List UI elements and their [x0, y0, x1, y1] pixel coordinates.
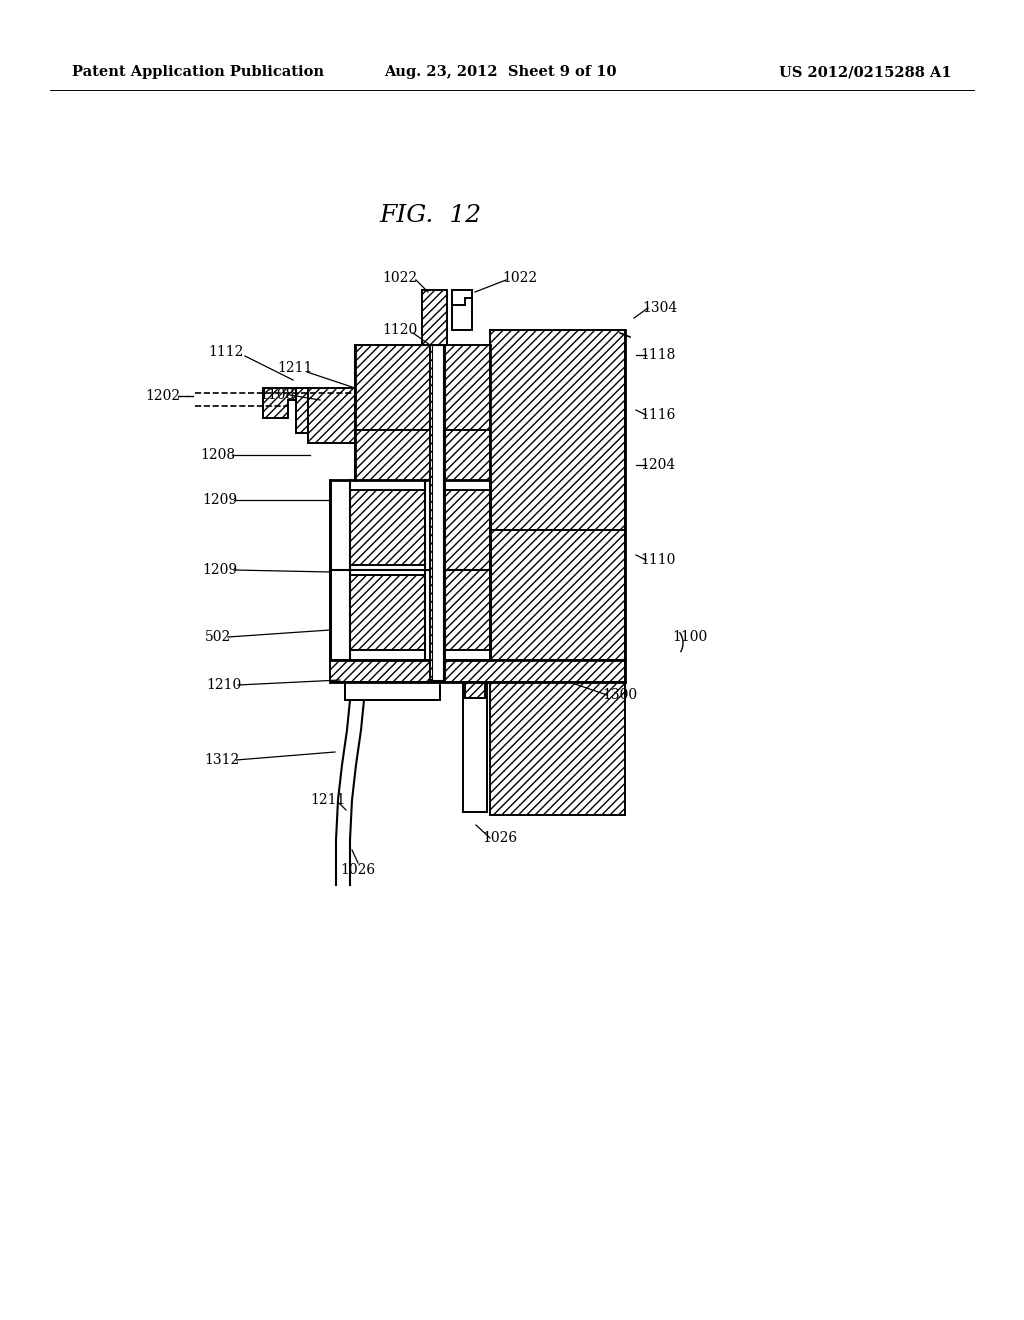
- Text: 1026: 1026: [482, 832, 517, 845]
- Text: 1208: 1208: [201, 447, 236, 462]
- Text: 1211: 1211: [310, 793, 346, 807]
- Text: 1022: 1022: [503, 271, 538, 285]
- Bar: [463, 682, 487, 812]
- Text: 1118: 1118: [640, 348, 676, 362]
- Text: 1304: 1304: [642, 301, 678, 315]
- Bar: [355, 345, 490, 430]
- Bar: [440, 490, 490, 649]
- Text: 1022: 1022: [382, 271, 418, 285]
- Text: 1100: 1100: [673, 630, 708, 644]
- Bar: [490, 531, 625, 814]
- Bar: [465, 682, 485, 698]
- Text: 1312: 1312: [205, 752, 240, 767]
- Polygon shape: [263, 388, 308, 418]
- Bar: [308, 388, 355, 444]
- Bar: [345, 682, 440, 700]
- Bar: [350, 576, 425, 649]
- Text: 1211: 1211: [278, 360, 312, 375]
- Text: 1108: 1108: [259, 388, 295, 403]
- Text: 1204: 1204: [640, 458, 676, 473]
- Text: 1209: 1209: [203, 564, 238, 577]
- Text: 1300: 1300: [602, 688, 638, 702]
- Text: 1120: 1120: [382, 323, 418, 337]
- Text: 1112: 1112: [208, 345, 244, 359]
- Text: FIG.  12: FIG. 12: [379, 203, 481, 227]
- Bar: [490, 330, 625, 531]
- Bar: [432, 345, 443, 680]
- Text: Patent Application Publication: Patent Application Publication: [72, 65, 324, 79]
- Bar: [296, 388, 310, 433]
- Bar: [422, 290, 447, 345]
- Bar: [330, 660, 625, 682]
- Text: 502: 502: [205, 630, 231, 644]
- Text: 1209: 1209: [203, 492, 238, 507]
- Polygon shape: [452, 290, 472, 305]
- Bar: [355, 430, 490, 520]
- Bar: [452, 290, 472, 330]
- Bar: [430, 345, 445, 680]
- Bar: [350, 490, 425, 565]
- Text: 1116: 1116: [640, 408, 676, 422]
- Text: 1210: 1210: [207, 678, 242, 692]
- Text: 1026: 1026: [340, 863, 376, 876]
- Bar: [330, 480, 490, 660]
- Text: Aug. 23, 2012  Sheet 9 of 10: Aug. 23, 2012 Sheet 9 of 10: [384, 65, 616, 79]
- Text: 1202: 1202: [145, 389, 180, 403]
- Text: US 2012/0215288 A1: US 2012/0215288 A1: [779, 65, 952, 79]
- Bar: [345, 682, 440, 700]
- Text: 1110: 1110: [640, 553, 676, 568]
